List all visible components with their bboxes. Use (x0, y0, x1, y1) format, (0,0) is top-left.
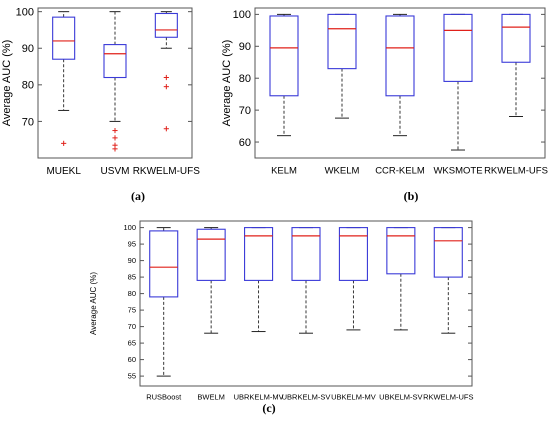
x-category-label: UBKELM-SV (379, 393, 422, 402)
box (327, 13, 357, 70)
x-category-label: RUSBoost (146, 393, 182, 402)
y-axis-label: Average AUC (%) (1, 40, 13, 127)
y-tick-label: 90 (22, 43, 34, 55)
y-tick-label: 55 (128, 372, 136, 381)
y-axis-label: Average AUC (%) (221, 40, 233, 127)
box (443, 13, 473, 82)
x-category-label: RKWELM-UFS (484, 166, 548, 177)
y-tick-label: 90 (128, 256, 136, 265)
outlier-marker (112, 127, 118, 134)
box (269, 15, 299, 97)
x-category-label: CCR-KELM (375, 166, 425, 177)
x-category-label: MUEKL (46, 166, 81, 177)
y-tick-label: 90 (239, 41, 251, 53)
box (244, 227, 274, 281)
outlier-marker (163, 74, 169, 81)
box (385, 15, 415, 97)
panel-1: 60 70 80 90 100 Average AUC (%) KELM WKELM CCR-K… (221, 7, 548, 177)
box (52, 16, 76, 60)
x-category-label: WKELM (325, 166, 360, 177)
outlier-marker (112, 135, 118, 141)
x-category-label: RKWELM-UFS (133, 166, 201, 177)
y-tick-label: 80 (128, 289, 136, 298)
box (386, 227, 416, 275)
panel-2: 55 60 65 70 75 80 85 90 95 100 Average AUC (%) RUSB… (89, 220, 473, 402)
panel-label-a: (a) (131, 189, 145, 203)
x-category-label: UBRKELM-MV (234, 393, 284, 402)
y-tick-label: 70 (239, 105, 251, 117)
x-category-label: KELM (271, 166, 297, 177)
x-category-label: RKWELM-UFS (423, 393, 473, 402)
x-category-label: BWELM (197, 393, 225, 402)
y-tick-label: 80 (22, 80, 34, 92)
y-tick-label: 100 (233, 9, 251, 21)
plot-frame (37, 7, 193, 159)
x-category-label: WKSMOTE (433, 166, 482, 177)
outlier-marker (61, 140, 67, 146)
x-category-label: USVM (101, 166, 130, 177)
box (196, 228, 226, 281)
y-tick-label: 70 (22, 116, 34, 128)
outlier-marker (163, 126, 169, 132)
x-category-label: UBKELM-MV (331, 393, 376, 402)
outlier-marker (163, 84, 169, 90)
y-tick-label: 70 (128, 322, 136, 331)
box (149, 230, 179, 298)
y-tick-label: 65 (128, 339, 136, 348)
y-tick-label: 60 (239, 137, 251, 149)
y-axis-label: Average AUC (%) (89, 272, 98, 335)
plot-frame (254, 7, 546, 159)
outlier-marker (112, 142, 118, 148)
y-tick-label: 95 (128, 240, 136, 249)
y-tick-label: 75 (128, 306, 136, 315)
y-tick-label: 85 (128, 273, 136, 282)
y-tick-label: 100 (16, 7, 34, 19)
y-tick-label: 80 (239, 73, 251, 85)
y-tick-label: 100 (123, 223, 136, 232)
panel-label-b: (b) (404, 189, 419, 203)
box (291, 227, 321, 281)
panel-0: 70 80 90 100 Average AUC (%) MUEKL USVM RKWELM-… (1, 7, 200, 177)
box (103, 44, 127, 79)
plot-frame (139, 220, 473, 387)
box (433, 227, 463, 278)
panel-label-c: (c) (262, 401, 275, 415)
box (338, 227, 368, 281)
x-category-label: UBRKELM-SV (282, 393, 331, 402)
box (501, 13, 531, 63)
box (154, 12, 178, 38)
y-tick-label: 60 (128, 355, 136, 364)
